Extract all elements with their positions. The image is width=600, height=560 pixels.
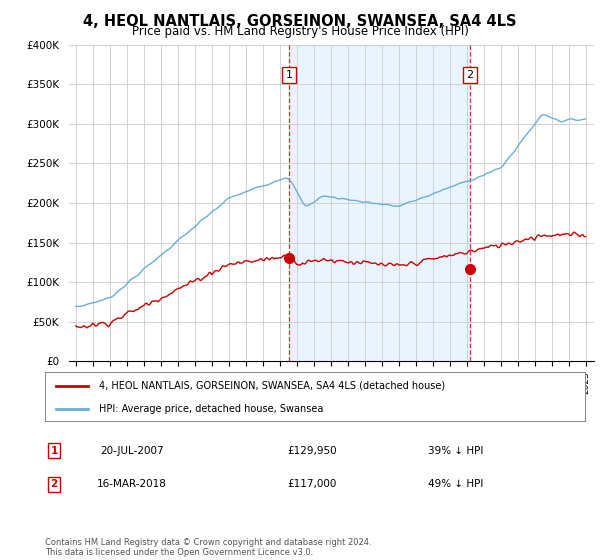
Text: £129,950: £129,950: [287, 446, 337, 456]
Text: 4, HEOL NANTLAIS, GORSEINON, SWANSEA, SA4 4LS (detached house): 4, HEOL NANTLAIS, GORSEINON, SWANSEA, SA…: [99, 381, 445, 391]
Bar: [289, 45, 470, 361]
Text: 39% ↓ HPI: 39% ↓ HPI: [428, 446, 484, 456]
Text: £117,000: £117,000: [287, 479, 337, 489]
Text: 1: 1: [286, 70, 293, 80]
Text: Contains HM Land Registry data © Crown copyright and database right 2024.
This d: Contains HM Land Registry data © Crown c…: [45, 538, 371, 557]
Text: HPI: Average price, detached house, Swansea: HPI: Average price, detached house, Swan…: [99, 404, 323, 414]
Text: 49% ↓ HPI: 49% ↓ HPI: [428, 479, 484, 489]
Text: 2: 2: [467, 70, 474, 80]
Text: 16-MAR-2018: 16-MAR-2018: [97, 479, 167, 489]
Text: 20-JUL-2007: 20-JUL-2007: [100, 446, 164, 456]
Text: Price paid vs. HM Land Registry's House Price Index (HPI): Price paid vs. HM Land Registry's House …: [131, 25, 469, 38]
Text: 1: 1: [50, 446, 58, 456]
Text: 4, HEOL NANTLAIS, GORSEINON, SWANSEA, SA4 4LS: 4, HEOL NANTLAIS, GORSEINON, SWANSEA, SA…: [83, 14, 517, 29]
Text: 2: 2: [50, 479, 58, 489]
